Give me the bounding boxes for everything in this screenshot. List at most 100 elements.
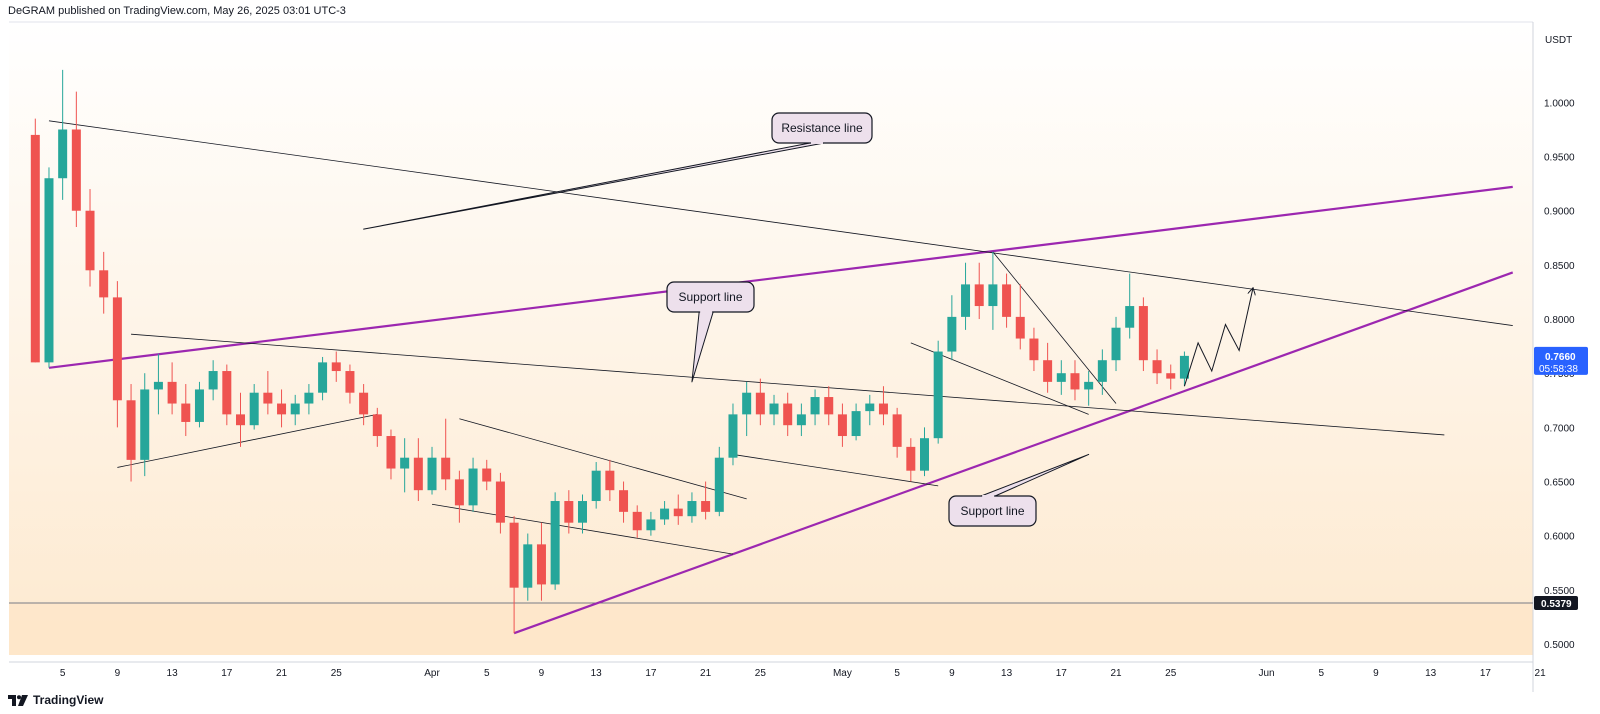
candle-body <box>167 381 177 404</box>
candle-body <box>1111 327 1121 361</box>
candle-body <box>660 508 670 520</box>
candle-body <box>578 501 587 523</box>
candle-body <box>359 392 369 415</box>
candle-body <box>564 501 574 523</box>
candle-body <box>495 481 505 523</box>
time-tick-label: Jun <box>1258 668 1274 679</box>
candle-body <box>44 178 54 363</box>
candle-body <box>796 414 806 426</box>
candle-body <box>454 479 464 506</box>
time-tick-label: 17 <box>1480 668 1492 679</box>
time-tick-label: 25 <box>1165 668 1177 679</box>
candle-body <box>536 544 546 585</box>
time-tick-label: 21 <box>276 668 288 679</box>
time-tick-label: 9 <box>539 668 545 679</box>
callout: Support line <box>948 453 1090 527</box>
candle-body <box>605 470 615 491</box>
trendline <box>459 418 747 500</box>
candle-body <box>769 403 779 415</box>
candle-body <box>236 414 245 426</box>
time-tick-label: 9 <box>1373 668 1379 679</box>
candle-body <box>988 284 998 307</box>
candle-body <box>249 392 259 426</box>
candle-body <box>591 470 601 502</box>
time-tick-label: 17 <box>1056 668 1068 679</box>
time-tick-label: 17 <box>645 668 657 679</box>
candle-body <box>400 457 410 469</box>
price-tick-label: 0.7000 <box>1544 423 1575 434</box>
published-header: DeGRAM published on TradingView.com, May… <box>8 5 346 17</box>
time-tick-label: 5 <box>1318 668 1324 679</box>
price-tick-label: 1.0000 <box>1544 98 1575 109</box>
time-tick-label: 5 <box>484 668 490 679</box>
candle-body <box>714 457 724 512</box>
time-tick-label: 13 <box>167 668 179 679</box>
candle-body <box>1097 360 1107 382</box>
candle-body <box>509 522 519 588</box>
candle-body <box>728 414 738 458</box>
candle-body <box>372 414 382 437</box>
candle-body <box>1084 381 1094 390</box>
candle-body <box>837 414 847 437</box>
candle-body <box>1152 360 1162 374</box>
price-tick-label: 0.6500 <box>1544 478 1575 489</box>
candle-body <box>920 438 929 471</box>
candle-body <box>85 210 95 271</box>
current-price-tag <box>1534 346 1588 375</box>
candle-body <box>1056 373 1066 382</box>
callout-label: Support line <box>678 290 742 304</box>
price-tick-label: 0.5000 <box>1544 640 1575 651</box>
candle-body <box>99 270 109 298</box>
candle-body <box>140 389 150 460</box>
candle-body <box>331 362 341 372</box>
candle-body <box>851 411 861 437</box>
candle-body <box>1138 306 1148 361</box>
candle-body <box>619 490 629 512</box>
candle-body <box>263 392 273 404</box>
time-tick-label: 21 <box>700 668 712 679</box>
candle-body <box>112 297 122 401</box>
candle-body <box>933 351 943 439</box>
candle-body <box>277 403 287 415</box>
tradingview-logo-icon <box>8 694 28 706</box>
candle-body <box>441 457 451 480</box>
candle-body <box>687 501 697 517</box>
level-price-value: 0.5379 <box>1541 599 1572 610</box>
candle-body <box>482 468 492 482</box>
candle-body <box>222 371 232 415</box>
candle-body <box>126 400 136 460</box>
candle-body <box>1070 373 1080 390</box>
candle-body <box>413 457 423 491</box>
price-tick-label: 0.9000 <box>1544 207 1575 218</box>
candle-body <box>701 501 711 512</box>
callout: Support line <box>666 281 755 383</box>
candle-body <box>1043 360 1053 382</box>
candle-body <box>550 501 560 585</box>
time-tick-label: 13 <box>1425 668 1437 679</box>
candle-body <box>961 284 971 317</box>
callout-label: Resistance line <box>781 121 863 135</box>
candle-body <box>824 397 834 415</box>
candle-body <box>906 446 916 471</box>
candle-body <box>290 403 300 415</box>
tradingview-brand: TradingView <box>33 693 104 707</box>
candle-body <box>468 468 478 506</box>
candle-body <box>30 134 40 363</box>
candle-body <box>208 371 218 390</box>
price-tick-label: 0.6000 <box>1544 532 1575 543</box>
candle-body <box>427 457 437 491</box>
rising-trendline <box>513 271 1514 635</box>
tradingview-footer: TradingView <box>8 692 103 708</box>
candle-body <box>865 403 875 412</box>
candle-countdown: 05:58:38 <box>1539 364 1578 375</box>
current-price-value: 0.7660 <box>1545 352 1576 363</box>
time-tick-label: 25 <box>331 668 343 679</box>
time-tick-label: 13 <box>1001 668 1013 679</box>
candle-body <box>304 392 314 404</box>
callout: Resistance line <box>363 112 873 230</box>
level-price-tag <box>1534 595 1578 610</box>
candle-body <box>646 519 656 531</box>
candle-body <box>1179 355 1189 379</box>
time-tick-label: May <box>833 668 852 679</box>
